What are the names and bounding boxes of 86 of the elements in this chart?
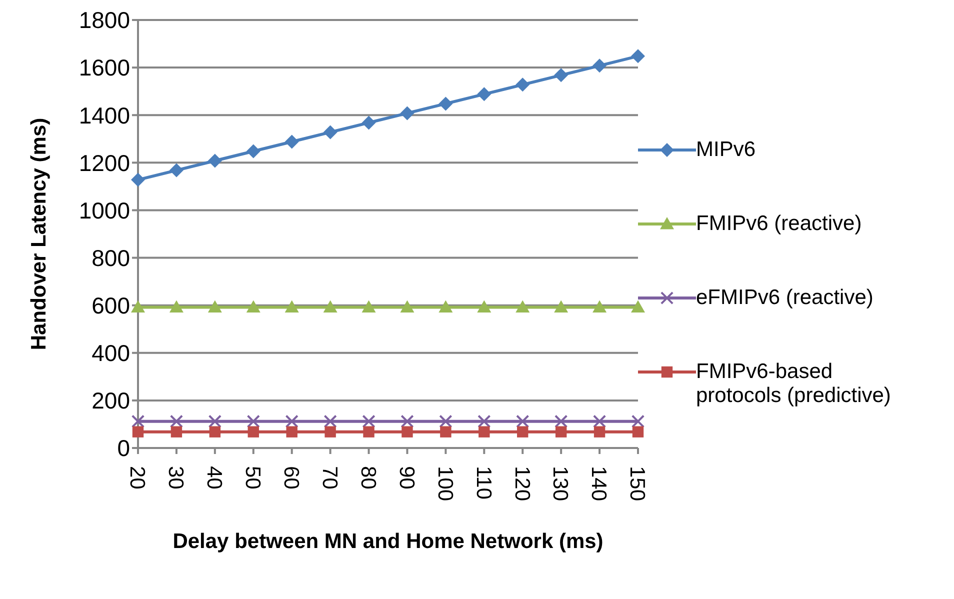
y-tick-label: 800 <box>92 244 130 271</box>
point <box>362 116 376 130</box>
y-tick-label: 600 <box>92 292 130 318</box>
point <box>400 414 414 428</box>
point <box>209 426 221 438</box>
x-tick-label: 130 <box>548 466 572 502</box>
legend-label: eFMIPv6 (reactive) <box>696 286 874 310</box>
point <box>323 300 338 312</box>
point <box>324 414 337 428</box>
legend-label: FMIPv6 (reactive) <box>696 212 863 236</box>
x-tick-label: 100 <box>433 466 456 502</box>
point <box>438 96 453 111</box>
point <box>363 426 374 438</box>
point <box>516 414 530 428</box>
point <box>169 163 184 178</box>
point <box>478 426 490 438</box>
point <box>170 426 182 438</box>
point <box>131 172 145 187</box>
point <box>554 68 568 82</box>
x-tick-label: 150 <box>626 466 649 502</box>
point <box>208 154 222 168</box>
point <box>439 414 452 428</box>
point <box>478 414 491 428</box>
x-tick-label: 140 <box>587 466 610 502</box>
point <box>516 78 530 92</box>
point <box>632 426 644 438</box>
point <box>631 49 645 64</box>
y-tick-label: 1400 <box>78 102 130 128</box>
point <box>208 300 222 312</box>
x-tick-label: 80 <box>356 466 380 490</box>
y-tick-label: 1800 <box>78 7 130 34</box>
x-axis-title: Delay between MN and Home Network (ms) <box>172 530 604 553</box>
point <box>323 125 338 140</box>
point <box>477 300 492 312</box>
point <box>516 300 530 312</box>
point <box>592 300 607 312</box>
point <box>246 414 260 428</box>
point <box>169 300 184 312</box>
y-tick-label: 1600 <box>78 54 130 81</box>
point <box>131 300 145 312</box>
x-tick-label: 40 <box>202 466 226 490</box>
y-tick-label: 200 <box>92 388 130 414</box>
x-tick-label: 60 <box>279 466 302 490</box>
point <box>286 426 298 438</box>
y-axis-title: Handover Latency (ms) <box>27 118 50 350</box>
legend-label: MIPv6 <box>696 138 757 162</box>
x-tick-label: 70 <box>318 466 341 490</box>
x-tick-label: 30 <box>164 466 188 490</box>
point <box>400 300 414 312</box>
point <box>132 426 144 438</box>
x-tick-label: 20 <box>126 466 149 490</box>
point <box>438 300 453 312</box>
point <box>362 300 376 312</box>
x-tick-label: 50 <box>241 466 264 490</box>
point <box>131 414 145 428</box>
point <box>284 300 299 312</box>
point <box>517 426 528 438</box>
x-tick-label: 90 <box>394 466 418 490</box>
point <box>284 134 299 149</box>
point <box>440 426 452 438</box>
point <box>208 414 222 428</box>
point <box>594 426 606 438</box>
y-tick-label: 1000 <box>78 197 130 224</box>
point <box>246 144 260 158</box>
point <box>554 300 568 312</box>
point <box>248 426 259 438</box>
point <box>362 414 376 428</box>
point <box>631 414 645 428</box>
point <box>246 300 260 312</box>
point <box>592 58 607 73</box>
point <box>324 426 336 438</box>
point <box>477 87 492 102</box>
legend-label: FMIPv6-based protocols (predictive) <box>696 360 892 408</box>
point <box>285 414 298 428</box>
point <box>592 414 606 428</box>
point <box>400 106 414 120</box>
point <box>631 300 645 312</box>
point <box>170 414 184 428</box>
x-tick-label: 110 <box>472 466 495 500</box>
y-tick-label: 1200 <box>78 150 130 176</box>
point <box>554 414 568 428</box>
point <box>555 426 567 438</box>
x-tick-label: 120 <box>510 466 534 502</box>
y-tick-label: 400 <box>92 340 130 366</box>
y-tick-label: 0 <box>117 435 130 462</box>
point <box>402 426 413 438</box>
